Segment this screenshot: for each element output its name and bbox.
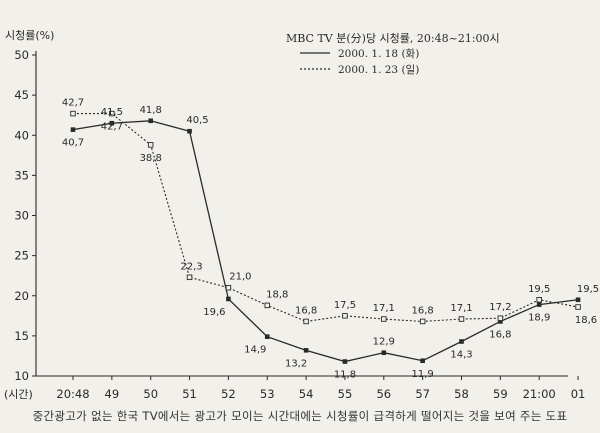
data-label: 16,8 — [489, 329, 511, 340]
data-label: 19,5 — [577, 284, 599, 295]
series-2-point — [109, 110, 115, 117]
series-1-point — [109, 120, 115, 126]
y-tick-label: 15 — [14, 329, 29, 343]
series-2-point — [342, 313, 348, 319]
data-label: 11,9 — [412, 369, 434, 380]
series-2-point — [225, 284, 232, 291]
y-tick-label: 25 — [14, 249, 29, 263]
series-1-point — [459, 339, 464, 344]
series-markers — [70, 110, 581, 364]
y-axis-title: 시청률(%) — [5, 29, 54, 42]
series-1-point — [148, 118, 153, 124]
data-label: 18,6 — [575, 315, 597, 326]
series-2-point — [497, 315, 504, 321]
y-tick-label: 30 — [14, 209, 29, 223]
y-tick-label: 50 — [14, 48, 29, 62]
series-1-point — [575, 297, 581, 303]
legend-label-2: 2000. 1. 23 (일) — [338, 63, 419, 76]
y-tick-label: 20 — [14, 289, 29, 303]
data-label: 14,9 — [244, 345, 266, 356]
x-tick-label: 58 — [454, 387, 469, 401]
data-label: 38,8 — [140, 153, 162, 164]
x-tick-label: 52 — [221, 387, 236, 401]
x-tick-label: 20:48 — [56, 387, 89, 401]
series-2-point — [536, 297, 542, 303]
series-2-point — [264, 302, 271, 309]
y-tick-label: 10 — [14, 369, 29, 383]
data-label: 19,6 — [203, 307, 225, 318]
data-label: 11,8 — [334, 370, 356, 381]
series-2-point — [303, 318, 309, 325]
data-labels: 40,7 41,5 41,8 40,5 19,6 14,9 13,2 11,8 12,9 11,9… — [62, 98, 599, 381]
data-label: 21,0 — [229, 272, 251, 283]
y-tick-label: 40 — [14, 128, 29, 142]
x-tick-label: 55 — [338, 387, 353, 401]
data-label: 40,5 — [186, 115, 208, 126]
data-label: 17,1 — [373, 303, 395, 314]
data-label: 19,5 — [528, 284, 550, 295]
series-2-point — [381, 316, 387, 322]
x-tick-label: 53 — [260, 387, 275, 401]
x-tick-label: 21:00 — [523, 387, 556, 401]
data-label: 18,9 — [528, 313, 550, 324]
data-label: 17,5 — [334, 300, 356, 311]
data-label: 12,9 — [373, 337, 395, 348]
data-label: 41,5 — [101, 107, 123, 118]
data-label: 22,3 — [180, 261, 202, 272]
y-tick-label: 35 — [14, 168, 29, 182]
series-1-point — [342, 359, 348, 364]
series-lines — [72, 113, 579, 363]
legend-label-1: 2000. 1. 18 (화) — [338, 48, 419, 60]
data-label: 14,3 — [450, 349, 472, 360]
data-label: 18,8 — [266, 289, 288, 300]
axes: 10 15 20 25 30 35 40 45 50 시청률(%) (시간) 20:48 49 50 51 5… — [4, 29, 585, 401]
x-tick-label: 50 — [143, 387, 158, 401]
x-tick-label: 56 — [376, 387, 391, 401]
x-tick-label: 51 — [182, 387, 197, 401]
series-1-point — [303, 348, 309, 353]
series-1-point — [187, 128, 192, 134]
x-tick-label: 54 — [299, 387, 314, 401]
x-tick-label: 49 — [105, 387, 120, 401]
series-2-point — [419, 318, 426, 325]
series-1-point — [420, 358, 425, 364]
series-1-point — [70, 127, 76, 132]
data-label: 13,2 — [285, 358, 307, 369]
legend: MBC TV 분(分)당 시청률, 20:48~21:00시 2000. 1. 1… — [286, 32, 500, 76]
data-label: 16,8 — [295, 305, 317, 316]
series-2-point — [147, 142, 154, 148]
x-tick-label: 01 — [571, 387, 586, 401]
series-2-point — [458, 316, 465, 322]
series-2-point — [70, 110, 76, 117]
series-2-point — [186, 274, 193, 281]
x-tick-label: 57 — [415, 387, 430, 401]
series-1-point — [381, 350, 387, 356]
data-label: 42,7 — [101, 122, 123, 133]
y-tick-label: 45 — [14, 88, 29, 102]
chart-title: MBC TV 분(分)당 시청률, 20:48~21:00시 — [286, 32, 500, 45]
data-label: 17,1 — [450, 303, 472, 314]
data-label: 42,7 — [62, 98, 84, 109]
figure-caption: 중간광고가 없는 한국 TV에서는 광고가 모이는 시간대에는 시청률이 급격하… — [32, 409, 568, 423]
series-1-point — [498, 319, 503, 324]
data-label: 16,8 — [412, 305, 434, 316]
x-tick-label: 59 — [493, 387, 508, 401]
series-1-point — [536, 302, 542, 307]
series-2-point — [575, 304, 581, 310]
series-1-point — [226, 296, 231, 302]
data-label: 40,7 — [62, 138, 84, 149]
x-axis-title: (시간) — [4, 388, 33, 401]
series-line-1 — [72, 120, 579, 363]
series-1-point — [264, 334, 270, 339]
data-label: 41,8 — [140, 105, 162, 116]
data-label: 17,2 — [489, 302, 511, 313]
series-line-2 — [73, 113, 579, 322]
